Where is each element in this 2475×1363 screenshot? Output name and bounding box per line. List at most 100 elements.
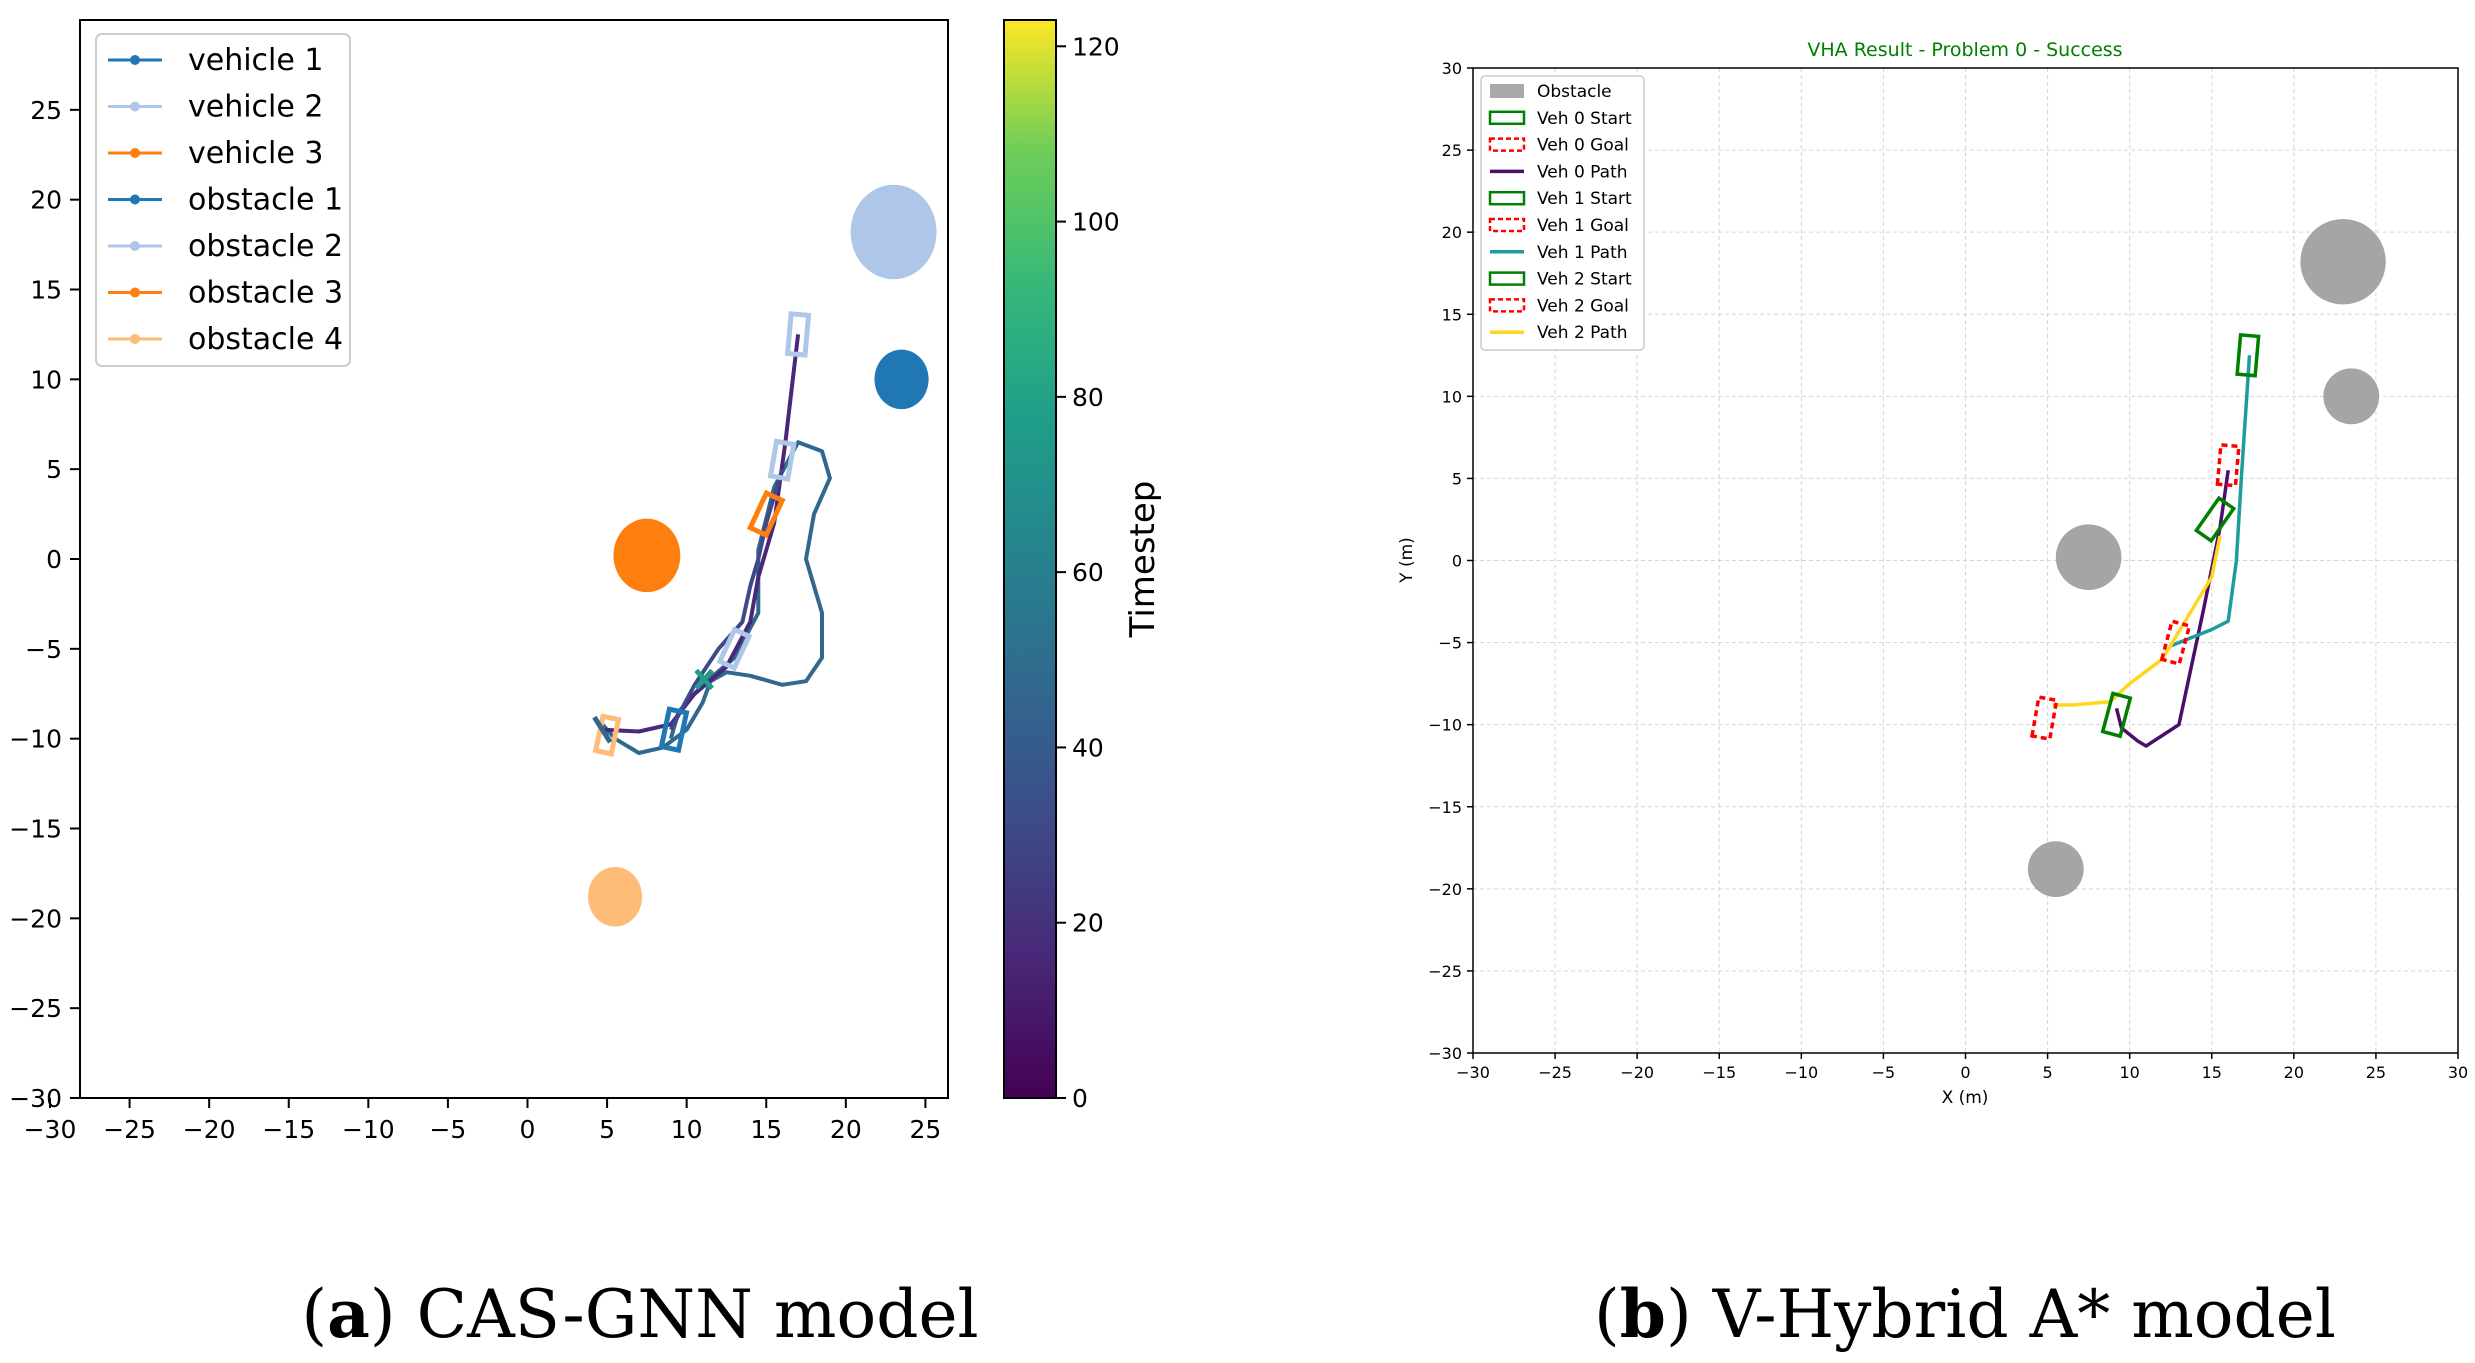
panel-b-legend-box: [1480, 75, 1645, 351]
vehicle-box: [716, 626, 753, 672]
panel-b-paths: [2052, 355, 2252, 748]
x-tick-label: 25: [2366, 1063, 2386, 1082]
x-tick-label: −30: [24, 1115, 77, 1144]
vehicle-box: [658, 706, 690, 754]
x-tick-label: −25: [1538, 1063, 1572, 1082]
y-tick-label: −20: [1428, 880, 1462, 899]
legend-label: Veh 2 Start: [1537, 270, 1632, 290]
x-tick-label: 0: [520, 1115, 536, 1144]
legend-label: obstacle 2: [188, 229, 343, 264]
y-tick-label: −30: [9, 1084, 62, 1113]
x-tick-label: 0: [1960, 1063, 1970, 1082]
y-tick-label: −10: [9, 725, 62, 754]
panel-b-caption-letter: b: [1620, 1275, 1666, 1353]
x-tick-label: −10: [1784, 1063, 1818, 1082]
vehicle-box: [592, 713, 622, 757]
vehicle-marker: [694, 668, 715, 691]
x-tick-label: −30: [1456, 1063, 1490, 1082]
goal-box: [2029, 695, 2059, 742]
legend-label: Veh 2 Path: [1537, 323, 1628, 343]
legend-label: obstacle 3: [188, 276, 343, 311]
colorbar-tick-label: 80: [1072, 383, 1104, 412]
legend-label: vehicle 2: [188, 90, 323, 125]
obstacle-circle: [2055, 524, 2122, 591]
panel-a-colorbar: 0 20 40 60 80 100 120 Timestep: [1003, 19, 1163, 1113]
legend-swatch-dashbox: [1488, 298, 1526, 313]
y-tick-label: −5: [1438, 634, 1462, 653]
y-tick-label: 10: [30, 365, 62, 394]
legend-label: Veh 0 Goal: [1537, 136, 1629, 156]
colorbar-tick-label: 0: [1072, 1084, 1088, 1113]
y-tick-label: 25: [30, 96, 62, 125]
panel-b-x-ticks: −30 −25 −20 −15 −10 −5 0 5 10 15 20 25 30: [1456, 1053, 2468, 1082]
y-tick-label: 0: [46, 545, 62, 574]
y-tick-label: −10: [1428, 716, 1462, 735]
legend-swatch-box: [1488, 190, 1526, 206]
colorbar-tick-label: 20: [1072, 909, 1104, 938]
vehicle-path: [2052, 535, 2222, 707]
y-tick-label: −5: [25, 635, 62, 664]
start-box: [2235, 332, 2261, 378]
y-tick-label: −20: [9, 904, 62, 933]
vehicle-box: [767, 438, 797, 482]
y-tick-label: −30: [1428, 1044, 1462, 1063]
panel-b-caption-text: V-Hybrid A* model: [1712, 1276, 2336, 1353]
y-tick-label: 5: [46, 455, 62, 484]
obstacle-circle: [874, 349, 929, 410]
colorbar-tick-label: 60: [1072, 558, 1104, 587]
y-tick-label: 25: [1442, 141, 1462, 160]
legend-swatch-box: [1488, 110, 1526, 126]
goal-box: [2159, 619, 2192, 667]
colorbar-tick-label: 120: [1072, 32, 1120, 61]
obstacle-circle: [2300, 219, 2386, 305]
start-box: [2100, 691, 2133, 739]
panel-b-x-axis-label: X (m): [1942, 1088, 1989, 1108]
obstacle-circle: [613, 518, 681, 593]
y-tick-label: −25: [1428, 962, 1462, 981]
panel-b-vehicle-boxes: [2029, 332, 2261, 742]
panel-a-legend-box: [95, 33, 351, 367]
legend-swatch-marker: [130, 194, 140, 205]
x-tick-label: 5: [599, 1115, 615, 1144]
vehicle-path: [2170, 355, 2252, 648]
x-tick-label: 20: [830, 1115, 862, 1144]
legend-swatch-marker: [130, 148, 140, 158]
panel-b-title: VHA Result - Problem 0 - Success: [1807, 39, 2122, 61]
y-tick-label: −15: [9, 815, 62, 844]
panel-a-caption-letter: a: [327, 1275, 370, 1353]
legend-swatch-marker: [130, 334, 140, 344]
vehicle-box: [784, 311, 812, 358]
y-tick-label: 15: [30, 276, 62, 305]
legend-label: Veh 1 Path: [1537, 243, 1628, 263]
obstacle-circle: [587, 867, 643, 927]
legend-label: Veh 2 Goal: [1537, 296, 1629, 316]
panel-a-x-ticks: −30 −25 −20 −15 −10 −5 0 5 10 15 20 25: [24, 1098, 942, 1144]
legend-label: obstacle 1: [188, 183, 343, 218]
colorbar-tick-label: 100: [1072, 208, 1120, 237]
panel-b-grid: [1473, 68, 2458, 1053]
y-tick-label: 0: [1452, 552, 1462, 571]
x-tick-label: 5: [2042, 1063, 2052, 1082]
panel-b-obstacles: [2027, 219, 2386, 898]
panel-a-caption: (a) CAS-GNN model: [301, 1275, 978, 1353]
x-tick-label: 10: [671, 1115, 703, 1144]
legend-label: obstacle 4: [188, 322, 343, 357]
start-box: [2193, 495, 2237, 544]
panel-b-y-ticks: −30 −25 −20 −15 −10 −5 0 5 10 15 20 25 30: [1428, 59, 1473, 1063]
obstacle-circle: [2027, 841, 2084, 898]
vehicle-path: [597, 440, 832, 755]
y-tick-label: 30: [1442, 59, 1462, 78]
obstacle-circle: [850, 184, 937, 280]
legend-label: Obstacle: [1537, 82, 1612, 102]
legend-swatch-patch: [1490, 84, 1524, 98]
vehicle-path: [669, 468, 785, 731]
x-tick-label: 15: [750, 1115, 782, 1144]
legend-label: Veh 1 Start: [1537, 189, 1632, 209]
x-tick-label: −5: [429, 1115, 466, 1144]
legend-label: vehicle 3: [188, 136, 323, 171]
panel-a-vehicle-boxes: [592, 311, 812, 757]
y-tick-label: −25: [9, 994, 62, 1023]
x-tick-label: 25: [910, 1115, 942, 1144]
x-tick-label: 10: [2119, 1063, 2139, 1082]
x-tick-label: −20: [1620, 1063, 1654, 1082]
